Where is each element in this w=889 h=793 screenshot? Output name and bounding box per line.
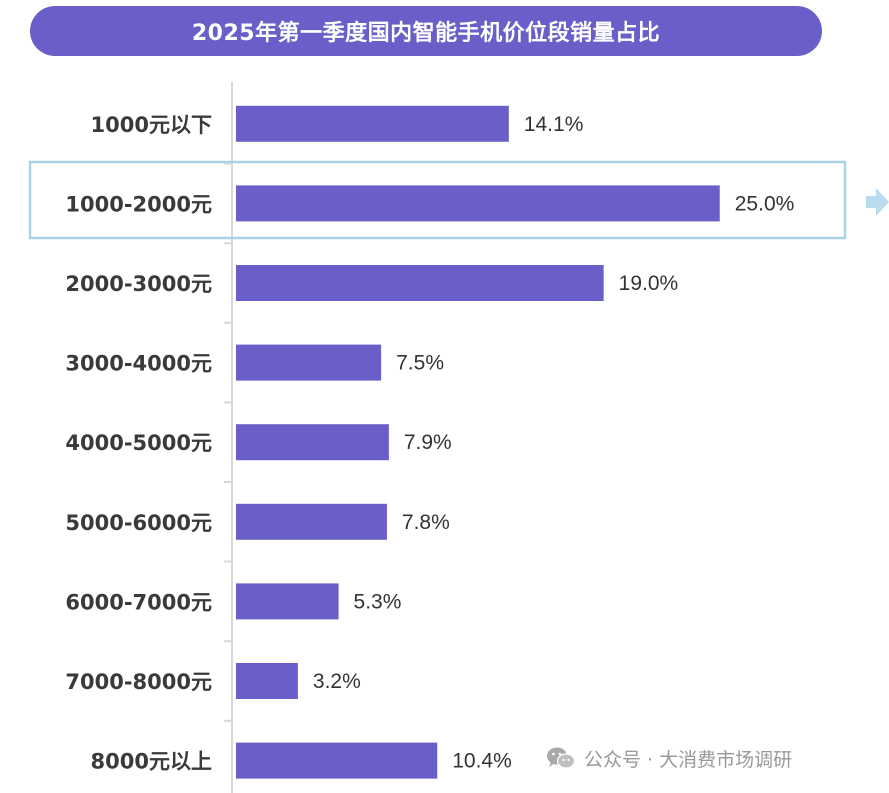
- value-label: 7.9%: [404, 431, 452, 454]
- chart-title-banner: 2025年第一季度国内智能手机价位段销量占比: [30, 6, 822, 56]
- category-label: 3000-4000元: [65, 352, 212, 376]
- bars: [236, 105, 720, 779]
- value-labels: 14.1% 25.0% 19.0% 7.5% 7.9% 7.8% 5.3% 3.2% 10.4%: [313, 113, 794, 773]
- category-label: 7000-8000元: [65, 670, 212, 694]
- value-label: 5.3%: [354, 590, 402, 613]
- bar: [236, 663, 298, 699]
- category-label: 8000元以上: [91, 750, 212, 774]
- bar: [236, 185, 720, 222]
- row-separators: [224, 162, 232, 722]
- category-label: 6000-7000元: [65, 590, 212, 614]
- wechat-icon: [547, 747, 576, 769]
- watermark: 公众号 · 大消费市场调研: [546, 744, 792, 772]
- bar: [236, 503, 387, 540]
- chart-title: 2025年第一季度国内智能手机价位段销量占比: [191, 21, 661, 46]
- bar: [236, 105, 509, 142]
- category-label: 4000-5000元: [65, 431, 212, 455]
- value-label: 7.5%: [396, 352, 444, 375]
- highlight-frame: [28, 160, 847, 240]
- value-label: 3.2%: [313, 670, 361, 693]
- bar: [236, 344, 382, 381]
- value-label: 25.0%: [735, 192, 795, 215]
- value-label: 10.4%: [452, 750, 512, 773]
- watermark-text: 公众号 · 大消费市场调研: [584, 748, 793, 771]
- category-label: 2000-3000元: [65, 272, 212, 296]
- bar: [236, 583, 339, 620]
- category-labels: 1000元以下 1000-2000元 2000-3000元 3000-4000元 400…: [65, 113, 212, 774]
- bar: [236, 424, 389, 461]
- bar: [236, 265, 604, 301]
- bar: [236, 742, 438, 779]
- category-label: 5000-6000元: [65, 511, 212, 535]
- value-label: 19.0%: [619, 272, 679, 295]
- value-label: 14.1%: [524, 113, 584, 136]
- category-label: 1000-2000元: [65, 192, 212, 216]
- category-label: 1000元以下: [91, 113, 212, 137]
- value-label: 7.8%: [402, 511, 450, 534]
- arrow-right-icon: [866, 188, 889, 216]
